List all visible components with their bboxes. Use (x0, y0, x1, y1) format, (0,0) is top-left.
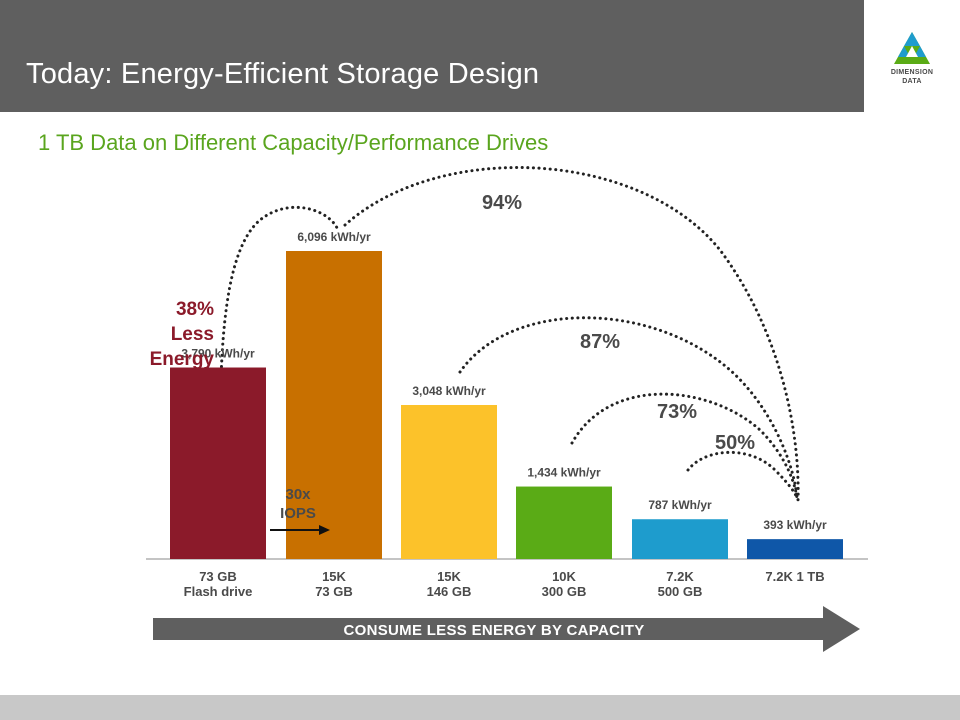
arc-87-percent (458, 316, 799, 500)
value-label-15k-146gb: 3,048 kWh/yr (412, 384, 486, 398)
category-label-0a: 73 GB (199, 569, 237, 584)
value-label-15k-73gb: 6,096 kWh/yr (297, 230, 371, 244)
arc-94-percent (343, 166, 800, 502)
value-label-7-2k-1tb: 393 kWh/yr (763, 518, 827, 532)
percent-label-94: 94% (482, 192, 522, 214)
capacity-arrow-banner (153, 606, 860, 652)
bar-flash-73gb (170, 367, 266, 559)
annotation-energy-line1: 38% (176, 299, 214, 320)
percent-label-87: 87% (580, 331, 620, 353)
category-label-2b: 146 GB (427, 584, 472, 599)
value-label-flash-73gb: 3,790 kWh/yr (181, 347, 255, 361)
annotation-energy-line2: Less (171, 324, 214, 345)
logo-text-line1: DIMENSION (890, 69, 934, 76)
percent-label-73: 73% (657, 401, 697, 423)
percent-label-50: 50% (715, 432, 755, 454)
capacity-arrow-text: CONSUME LESS ENERGY BY CAPACITY (343, 622, 644, 639)
bar-10k-300gb (516, 486, 612, 559)
category-label-4b: 500 GB (658, 584, 703, 599)
category-label-5a: 7.2K 1 TB (765, 569, 824, 584)
arc-50-percent (686, 450, 799, 500)
category-label-1a: 15K (322, 569, 346, 584)
category-label-3a: 10K (552, 569, 576, 584)
category-label-1b: 73 GB (315, 584, 353, 599)
category-label-2a: 15K (437, 569, 461, 584)
annotation-energy-line3: Energy (150, 349, 215, 370)
footer-bar (0, 695, 960, 720)
iops-arrow-head (319, 525, 330, 535)
bar-7-2k-500gb (632, 519, 728, 559)
category-label-0b: Flash drive (184, 584, 253, 599)
logo-text-line2: DATA (902, 78, 922, 85)
dimension-data-logo: DIMENSION DATA (864, 0, 960, 112)
arc-38-percent (218, 205, 340, 447)
title-bar: Today: Energy-Efficient Storage Design (0, 0, 864, 112)
value-label-7-2k-500gb: 787 kWh/yr (648, 498, 712, 512)
energy-bar-chart: 3,790 kWh/yr 6,096 kWh/yr 3,048 kWh/yr 1… (146, 166, 868, 652)
bar-15k-146gb (401, 405, 497, 559)
category-label-3b: 300 GB (542, 584, 587, 599)
chart-subtitle: 1 TB Data on Different Capacity/Performa… (38, 130, 549, 155)
annotation-iops-line2: IOPS (280, 505, 316, 522)
bar-15k-73gb (286, 251, 382, 559)
bar-7-2k-1tb (747, 539, 843, 559)
value-label-10k-300gb: 1,434 kWh/yr (527, 466, 601, 480)
annotation-iops-line1: 30x (285, 486, 311, 503)
page-title: Today: Energy-Efficient Storage Design (26, 58, 540, 90)
category-label-4a: 7.2K (666, 569, 694, 584)
arc-73-percent (570, 392, 799, 500)
triangle-logo-icon (894, 32, 930, 64)
